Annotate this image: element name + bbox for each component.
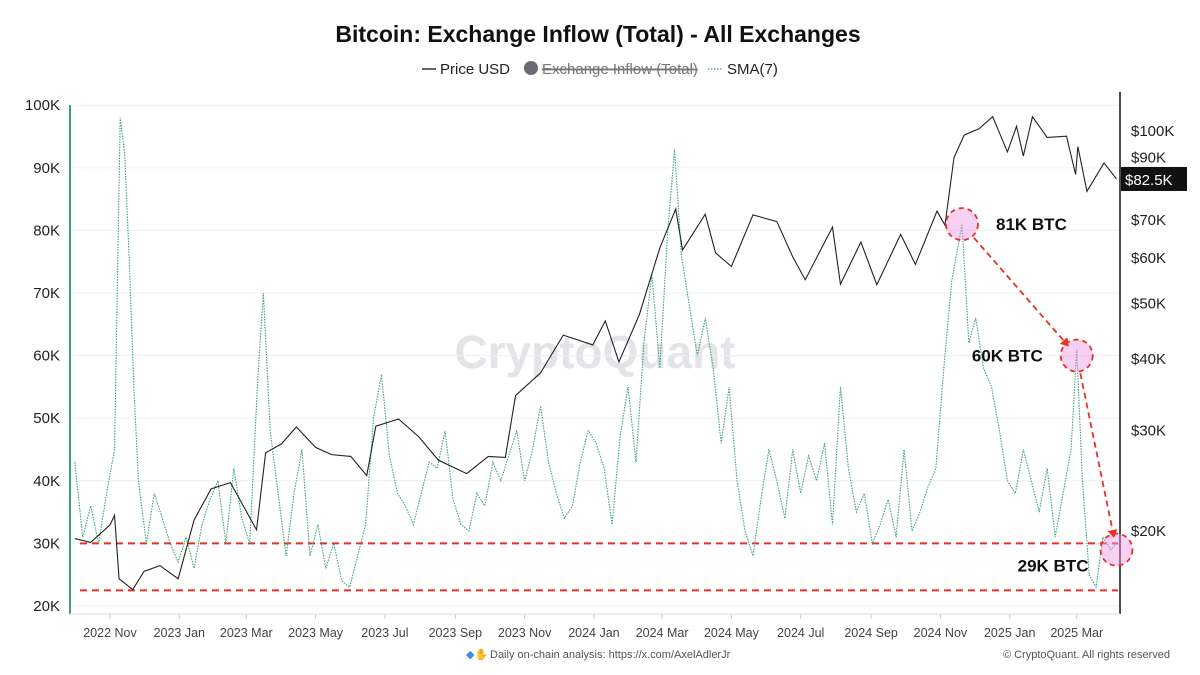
left-tick-label: 90K xyxy=(33,160,60,177)
x-tick-label: 2024 Sep xyxy=(844,626,898,640)
x-tick-label: 2023 Mar xyxy=(220,626,273,640)
left-tick-label: 100K xyxy=(25,97,60,114)
sma7-line xyxy=(74,117,1117,589)
legend-item-inflow[interactable]: Exchange Inflow (Total) xyxy=(524,61,698,78)
highlight-circle xyxy=(945,207,979,242)
trend-arrow xyxy=(973,237,1065,342)
chart-title: Bitcoin: Exchange Inflow (Total) - All E… xyxy=(335,21,860,47)
left-tick-label: 30K xyxy=(33,535,60,552)
x-tick-label: 2023 May xyxy=(288,626,344,640)
annotation-label: 29K BTC xyxy=(1018,557,1089,576)
annotation-label: 81K BTC xyxy=(996,215,1067,234)
legend-label-sma: SMA(7) xyxy=(727,61,778,78)
legend: Price USD Exchange Inflow (Total) SMA(7) xyxy=(422,61,778,78)
x-tick-label: 2023 Jan xyxy=(154,626,205,640)
x-tick-label: 2023 Nov xyxy=(498,626,552,640)
right-tick-label: $20K xyxy=(1131,523,1166,540)
current-price-label: $82.5K xyxy=(1125,172,1173,189)
legend-label-price: Price USD xyxy=(440,61,510,78)
x-tick-label: 2024 Jul xyxy=(777,626,824,640)
watermark: CryptoQuant xyxy=(454,326,735,378)
right-tick-label: $90K xyxy=(1131,149,1166,166)
x-tick-label: 2024 May xyxy=(704,626,760,640)
left-tick-label: 40K xyxy=(33,473,60,490)
current-price-badge xyxy=(1121,166,1187,191)
highlight-circle xyxy=(1059,338,1094,373)
left-tick-label: 70K xyxy=(33,285,60,302)
arrow-head-icon xyxy=(1059,337,1069,347)
x-tick-label: 2023 Sep xyxy=(429,626,483,640)
arrow-head-icon xyxy=(1107,529,1118,538)
diamond-hands-icon: ◆✋ xyxy=(466,648,488,661)
left-tick-label: 50K xyxy=(33,410,60,427)
right-tick-label: $30K xyxy=(1131,422,1166,439)
x-tick-label: 2022 Nov xyxy=(83,626,137,640)
price-usd-line xyxy=(74,115,1117,591)
left-tick-label: 80K xyxy=(33,222,60,239)
footer: ◆✋ Daily on-chain analysis: https://x.co… xyxy=(466,648,1170,661)
right-tick-label: $50K xyxy=(1131,295,1166,312)
x-tick-label: 2024 Jan xyxy=(568,626,619,640)
trend-arrow xyxy=(1079,373,1114,531)
x-tick-label: 2023 Jul xyxy=(361,626,408,640)
left-tick-label: 20K xyxy=(33,598,60,615)
right-tick-label: $40K xyxy=(1131,351,1166,368)
highlight-circle xyxy=(1099,532,1134,567)
x-tick-label: 2025 Mar xyxy=(1050,626,1103,640)
annotation-label: 60K BTC xyxy=(972,347,1043,366)
legend-item-price[interactable]: Price USD xyxy=(422,61,510,78)
x-tick-label: 2024 Mar xyxy=(636,626,689,640)
left-tick-label: 60K xyxy=(33,348,60,365)
right-tick-label: $60K xyxy=(1131,250,1166,267)
legend-swatch-inflow xyxy=(524,61,538,75)
x-tick-label: 2025 Jan xyxy=(984,626,1035,640)
x-tick-label: 2024 Nov xyxy=(914,626,968,640)
right-tick-label: $70K xyxy=(1131,212,1166,229)
footer-right-text: © CryptoQuant. All rights reserved xyxy=(1003,649,1170,661)
footer-left-text[interactable]: Daily on-chain analysis: https://x.com/A… xyxy=(490,649,731,661)
right-tick-label: $100K xyxy=(1131,123,1174,140)
legend-item-sma[interactable]: SMA(7) xyxy=(708,61,778,78)
